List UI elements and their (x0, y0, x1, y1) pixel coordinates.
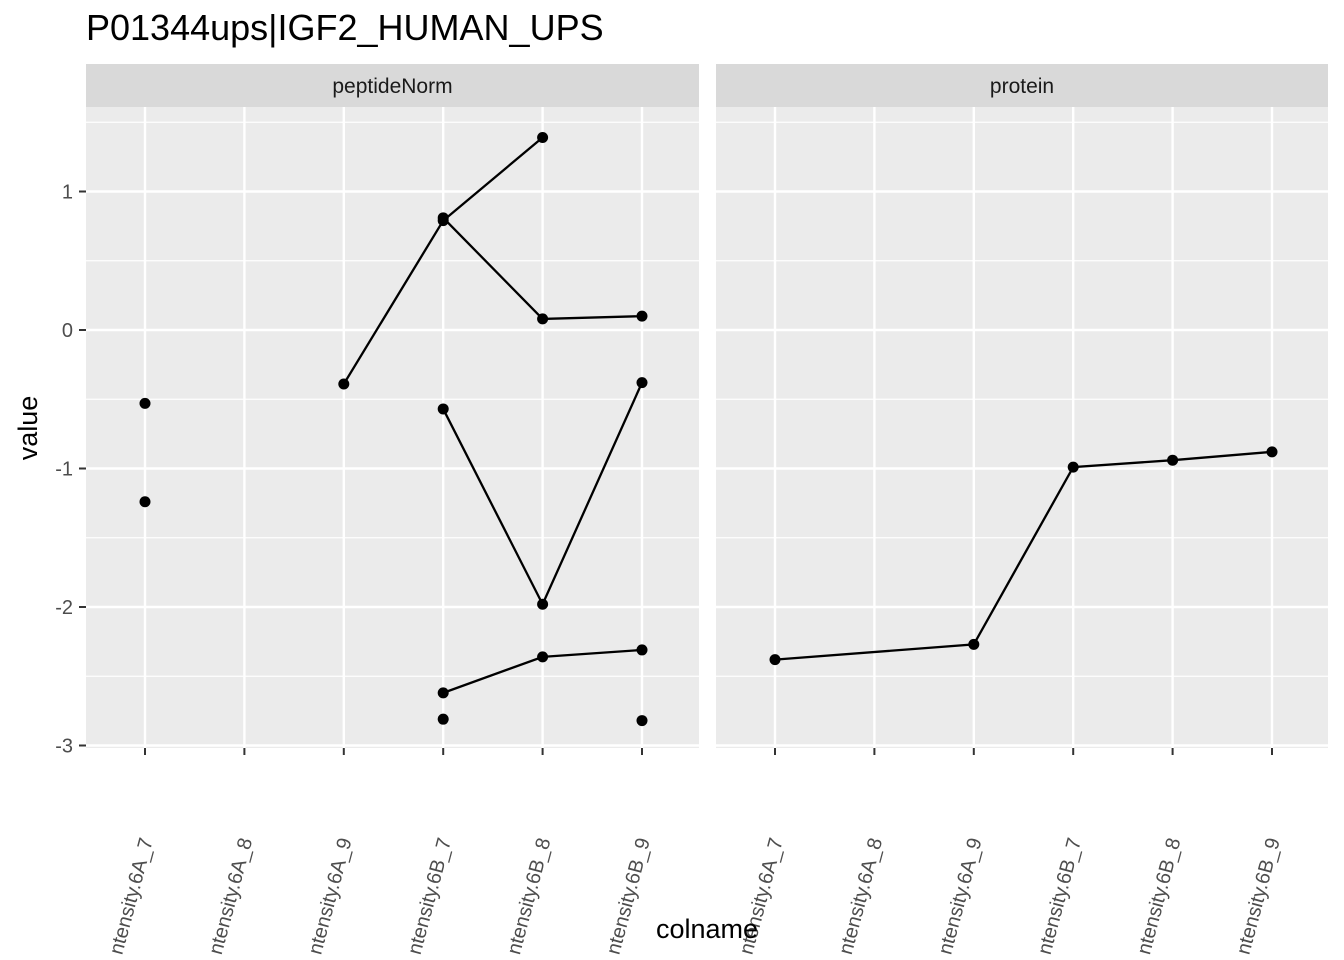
x-tick-label: ntensity.6B_7 (404, 836, 456, 957)
panel-data (139, 131, 648, 727)
y-tick-label: -2 (55, 597, 73, 619)
x-tick-label: ntensity.6A_9 (304, 836, 356, 957)
x-tick-label: ntensity.6A_8 (835, 836, 887, 957)
facet-panels: peptideNorm ntensity.6A_7 ntensity.6A_8 nte… (86, 64, 1328, 957)
data-point (636, 715, 648, 727)
data-point (636, 644, 648, 656)
data-point (338, 378, 350, 390)
y-tick-label: -1 (55, 459, 73, 481)
data-point (437, 212, 449, 224)
y-tick-label: -3 (55, 736, 73, 758)
data-point (636, 310, 648, 322)
data-point (1167, 454, 1179, 466)
facet-strip (716, 64, 1328, 107)
data-point (537, 313, 549, 325)
data-point (1067, 461, 1079, 473)
panel-background (86, 107, 699, 748)
data-point (139, 496, 151, 508)
facet-strip (86, 64, 699, 107)
x-tick-label: ntensity.6B_7 (1034, 836, 1086, 957)
data-point (437, 687, 449, 699)
x-tick-label: ntensity.6A_9 (934, 836, 986, 957)
data-point (968, 638, 980, 650)
facet-strip-label: peptideNorm (332, 75, 452, 98)
x-axis-title: colname (656, 914, 758, 944)
data-point (437, 713, 449, 725)
chart-title: P01344ups|IGF2_HUMAN_UPS (86, 7, 604, 48)
x-tick-label: ntensity.6B_8 (503, 836, 555, 957)
data-point (537, 131, 549, 143)
data-point (537, 598, 549, 610)
y-axis: 1 0 -1 -2 -3 (55, 182, 86, 758)
x-tick-label: ntensity.6A_8 (205, 836, 257, 957)
y-tick-label: 0 (62, 320, 73, 342)
facet-strip-label: protein (990, 75, 1054, 98)
facet-panel-peptideNorm: peptideNorm ntensity.6A_7 ntensity.6A_8 nte… (86, 64, 699, 957)
data-point (636, 377, 648, 389)
data-point (437, 403, 449, 415)
panel-data (769, 446, 1278, 666)
y-tick-label: 1 (62, 182, 73, 204)
x-tick-label: ntensity.6B_9 (603, 836, 655, 957)
data-point (139, 397, 151, 409)
data-point (769, 654, 781, 666)
y-axis-title: value (13, 396, 43, 461)
data-point (537, 651, 549, 663)
x-tick-label: ntensity.6B_8 (1133, 836, 1185, 957)
data-point (1266, 446, 1278, 458)
x-tick-label: ntensity.6A_7 (106, 836, 158, 957)
panel-background (716, 107, 1328, 748)
x-tick-label: ntensity.6B_9 (1233, 836, 1285, 957)
